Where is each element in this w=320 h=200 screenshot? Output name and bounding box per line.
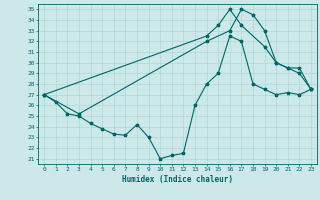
X-axis label: Humidex (Indice chaleur): Humidex (Indice chaleur) <box>122 175 233 184</box>
